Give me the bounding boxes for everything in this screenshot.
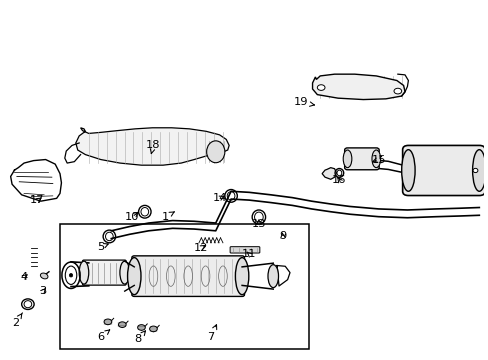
Text: 8: 8	[134, 331, 145, 345]
Text: 14: 14	[212, 193, 226, 203]
Ellipse shape	[137, 325, 145, 330]
Text: 18: 18	[146, 140, 161, 154]
Polygon shape	[76, 128, 229, 165]
Text: 19: 19	[293, 98, 314, 107]
Ellipse shape	[206, 141, 224, 163]
Ellipse shape	[343, 150, 351, 168]
Ellipse shape	[393, 88, 401, 94]
Text: 15: 15	[371, 154, 385, 165]
Ellipse shape	[41, 273, 48, 279]
Ellipse shape	[317, 85, 325, 90]
Text: 2: 2	[12, 313, 22, 328]
Ellipse shape	[371, 150, 380, 168]
Bar	[60, 224, 308, 349]
Ellipse shape	[120, 261, 129, 284]
Ellipse shape	[79, 261, 89, 284]
Text: 17: 17	[30, 195, 44, 206]
Text: 1: 1	[162, 212, 174, 222]
Text: 10: 10	[124, 212, 139, 222]
FancyBboxPatch shape	[230, 247, 259, 253]
Text: 11: 11	[242, 249, 256, 259]
Text: 12: 12	[194, 243, 208, 253]
FancyBboxPatch shape	[132, 256, 244, 296]
Text: 3: 3	[40, 286, 47, 296]
Ellipse shape	[127, 258, 141, 294]
Ellipse shape	[267, 265, 278, 288]
Ellipse shape	[69, 274, 73, 277]
Text: 4: 4	[20, 272, 27, 282]
Ellipse shape	[104, 319, 112, 325]
Ellipse shape	[471, 150, 485, 191]
Ellipse shape	[401, 150, 414, 191]
Text: 7: 7	[207, 325, 216, 342]
Polygon shape	[322, 168, 336, 179]
FancyBboxPatch shape	[402, 145, 484, 195]
Ellipse shape	[235, 258, 248, 294]
Text: 6: 6	[97, 330, 109, 342]
Text: 9: 9	[279, 231, 286, 242]
Text: 13: 13	[251, 219, 265, 229]
Polygon shape	[312, 74, 404, 100]
FancyBboxPatch shape	[82, 260, 126, 285]
Ellipse shape	[149, 326, 157, 332]
Text: 5: 5	[97, 242, 108, 252]
Ellipse shape	[472, 168, 477, 172]
Text: 16: 16	[331, 175, 346, 185]
Ellipse shape	[118, 322, 126, 328]
FancyBboxPatch shape	[344, 148, 378, 170]
